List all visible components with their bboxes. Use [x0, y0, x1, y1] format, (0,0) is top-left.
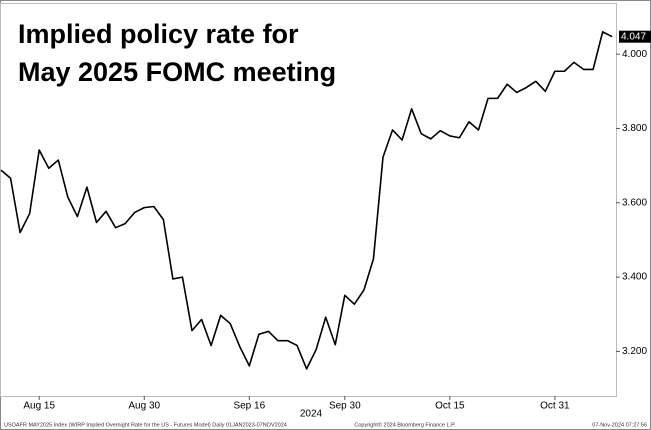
x-tick-label: Oct 31: [540, 401, 570, 412]
last-value-box: [619, 30, 651, 43]
x-tick-label: Aug 15: [23, 401, 55, 412]
last-value-label: 4.047: [621, 31, 646, 42]
line-series: [0, 31, 613, 370]
y-tick-label: 4.000: [622, 49, 647, 60]
x-tick-label: Oct 15: [435, 401, 465, 412]
plot-area: [0, 3, 617, 397]
y-tick-label: 3.600: [622, 197, 647, 208]
x-tick-label: Sep 30: [329, 401, 361, 412]
footer-copyright: Copyright© 2024 Bloomberg Finance L.P.: [354, 421, 456, 428]
chart-title: May 2025 FOMC meeting: [18, 57, 336, 87]
x-axis-year: 2024: [300, 409, 323, 420]
y-tick-label: 3.400: [622, 272, 647, 283]
y-tick-label: 3.800: [622, 123, 647, 134]
x-tick-label: Sep 16: [233, 401, 265, 412]
x-tick-label: Aug 30: [128, 401, 160, 412]
footer-timestamp: 07-Nov-2024 07:27:56: [592, 422, 647, 428]
y-tick-label: 3.200: [622, 346, 647, 357]
chart-title: Implied policy rate for: [18, 19, 299, 49]
footer-source: USOAFR MAY2025 Index (WIRP Implied Overn…: [4, 422, 287, 428]
